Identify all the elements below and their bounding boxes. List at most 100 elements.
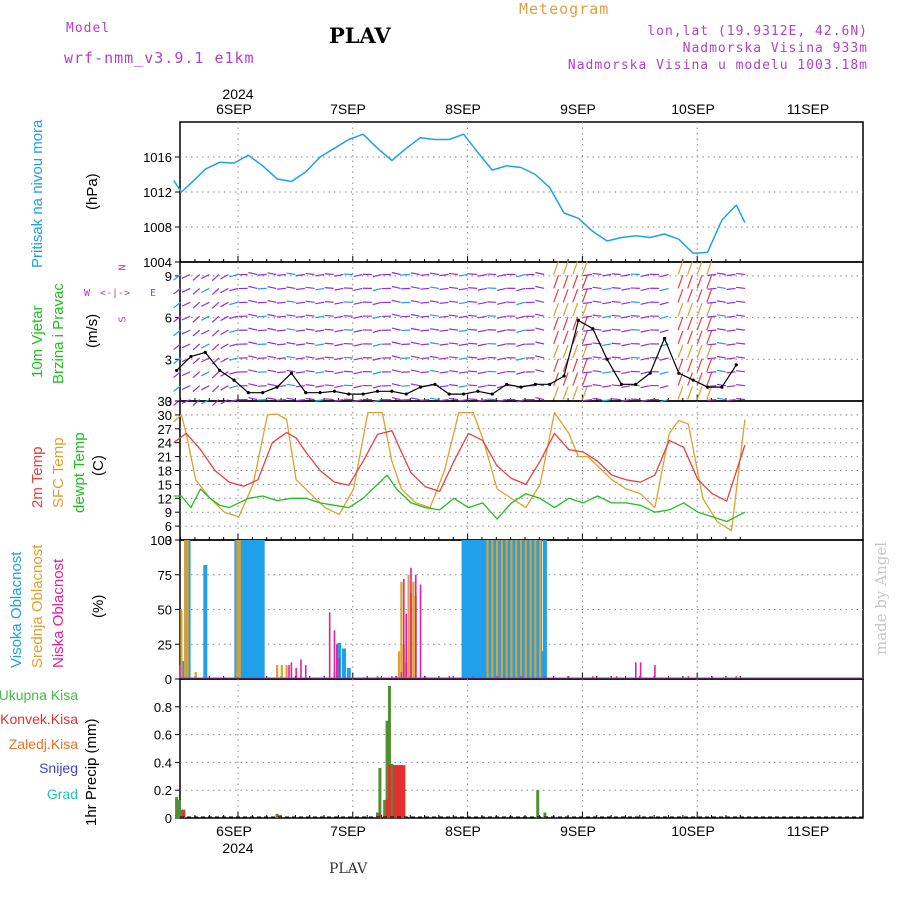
wind-arrow <box>458 343 468 347</box>
high-cloud-bar <box>468 540 473 678</box>
wind-arrow <box>420 329 430 332</box>
wind-arrow <box>726 385 736 388</box>
mid-cloud-bar <box>184 540 187 678</box>
wind-arrow <box>201 399 210 405</box>
temp-label-1: 2m Temp <box>29 446 46 508</box>
wind-arrow <box>192 329 201 337</box>
wind-arrow <box>211 371 220 379</box>
wind-arrow <box>640 357 650 361</box>
wind-arrow <box>706 358 713 373</box>
wind-arrow <box>295 357 306 360</box>
wind-arrow <box>458 287 468 291</box>
wind-arrow <box>582 329 593 332</box>
wind-speed-point <box>232 378 236 382</box>
wind-arrow <box>192 315 201 323</box>
wind-arrow <box>420 357 430 360</box>
wind-arrow <box>286 328 296 331</box>
wind-arrow <box>192 287 201 295</box>
wind-arrow <box>220 343 229 349</box>
wind-arrow <box>716 355 726 359</box>
low-cloud-bar <box>520 676 522 678</box>
wind-arrow <box>659 371 669 375</box>
wind-arrow <box>353 273 363 278</box>
wind-arrow <box>468 356 478 359</box>
wind-arrow <box>611 328 621 331</box>
wind-arrow <box>553 288 560 303</box>
wind-arrow <box>468 384 478 387</box>
wind-arrow <box>468 287 478 290</box>
wind-arrow <box>696 358 703 373</box>
high-cloud-bar <box>239 540 244 678</box>
wind-arrow <box>211 315 220 323</box>
wind-arrow <box>429 314 439 317</box>
wind-arrow <box>621 343 631 347</box>
high-cloud-bar <box>516 540 521 678</box>
wind-arrow <box>181 301 191 307</box>
wind-arrow <box>324 398 334 401</box>
low-cloud-bar <box>179 665 181 678</box>
y-tick-label: 1012 <box>143 185 172 200</box>
wind-arrow <box>201 301 210 307</box>
wind-arrow <box>696 344 703 359</box>
wind-arrow <box>276 371 286 374</box>
wind-speed-point <box>375 389 380 393</box>
wind-speed-point <box>189 354 193 359</box>
wind-arrow <box>535 271 545 276</box>
total-precip-bar <box>175 797 179 818</box>
compass-north: N <box>117 264 129 271</box>
wind-arrow <box>276 273 286 276</box>
wind-arrow <box>201 371 210 377</box>
mid-cloud-bar <box>539 540 542 678</box>
wind-arrow <box>458 357 468 360</box>
high-cloud-bar <box>507 540 512 678</box>
cloud-label-1: Visoka Oblacnost <box>8 551 25 668</box>
wind-arrow <box>173 287 181 295</box>
wind-arrow <box>276 399 286 401</box>
wind-arrow <box>276 315 286 318</box>
low-cloud-bar <box>635 662 637 678</box>
wind-arrow <box>429 397 439 401</box>
high-cloud-bar <box>463 540 468 678</box>
wind-arrow <box>477 371 487 375</box>
wind-arrow <box>562 372 569 386</box>
wind-arrow <box>458 385 468 388</box>
wind-arrow <box>439 287 449 291</box>
footer-station: PLAV <box>329 861 368 877</box>
wind-arrow <box>706 261 713 275</box>
wind-arrow <box>324 273 334 276</box>
wind-arrow <box>611 342 621 345</box>
y-tick-label: 0.2 <box>154 783 172 798</box>
high-cloud-bar <box>487 540 492 678</box>
wind-arrow <box>640 343 650 347</box>
wind-arrow <box>477 357 487 361</box>
t2m-line <box>173 430 746 502</box>
wind-arrow <box>391 341 401 345</box>
wind-arrow <box>439 357 449 360</box>
wind-arrow <box>736 314 746 317</box>
total-precip-bar <box>390 763 394 818</box>
wind-arrow <box>181 315 191 321</box>
mid-cloud-bar <box>236 540 239 678</box>
year-label-bottom: 2024 <box>222 840 253 856</box>
high-cloud-bar <box>502 540 507 678</box>
wind-arrow <box>562 344 569 359</box>
wind-arrow <box>621 301 631 305</box>
y-tick-label: 33 <box>158 394 172 409</box>
total-precip-bar <box>376 812 379 818</box>
wind-arrow <box>687 288 693 303</box>
day-label-top: 11SEP <box>787 101 830 117</box>
wind-arrow <box>736 384 746 387</box>
wind-arrow <box>315 357 325 360</box>
wind-arrow <box>192 301 201 309</box>
conv-precip-bar <box>378 813 382 818</box>
y-tick-label: 0 <box>165 672 172 687</box>
wind-arrow <box>716 314 726 317</box>
low-cloud-bar <box>391 676 393 678</box>
wind-arrow <box>286 383 296 387</box>
y-tick-label: 24 <box>158 436 172 451</box>
wind-speed-point <box>433 382 437 386</box>
wind-arrow <box>305 384 315 387</box>
wind-arrow <box>192 399 201 406</box>
wind-arrow <box>315 287 325 291</box>
